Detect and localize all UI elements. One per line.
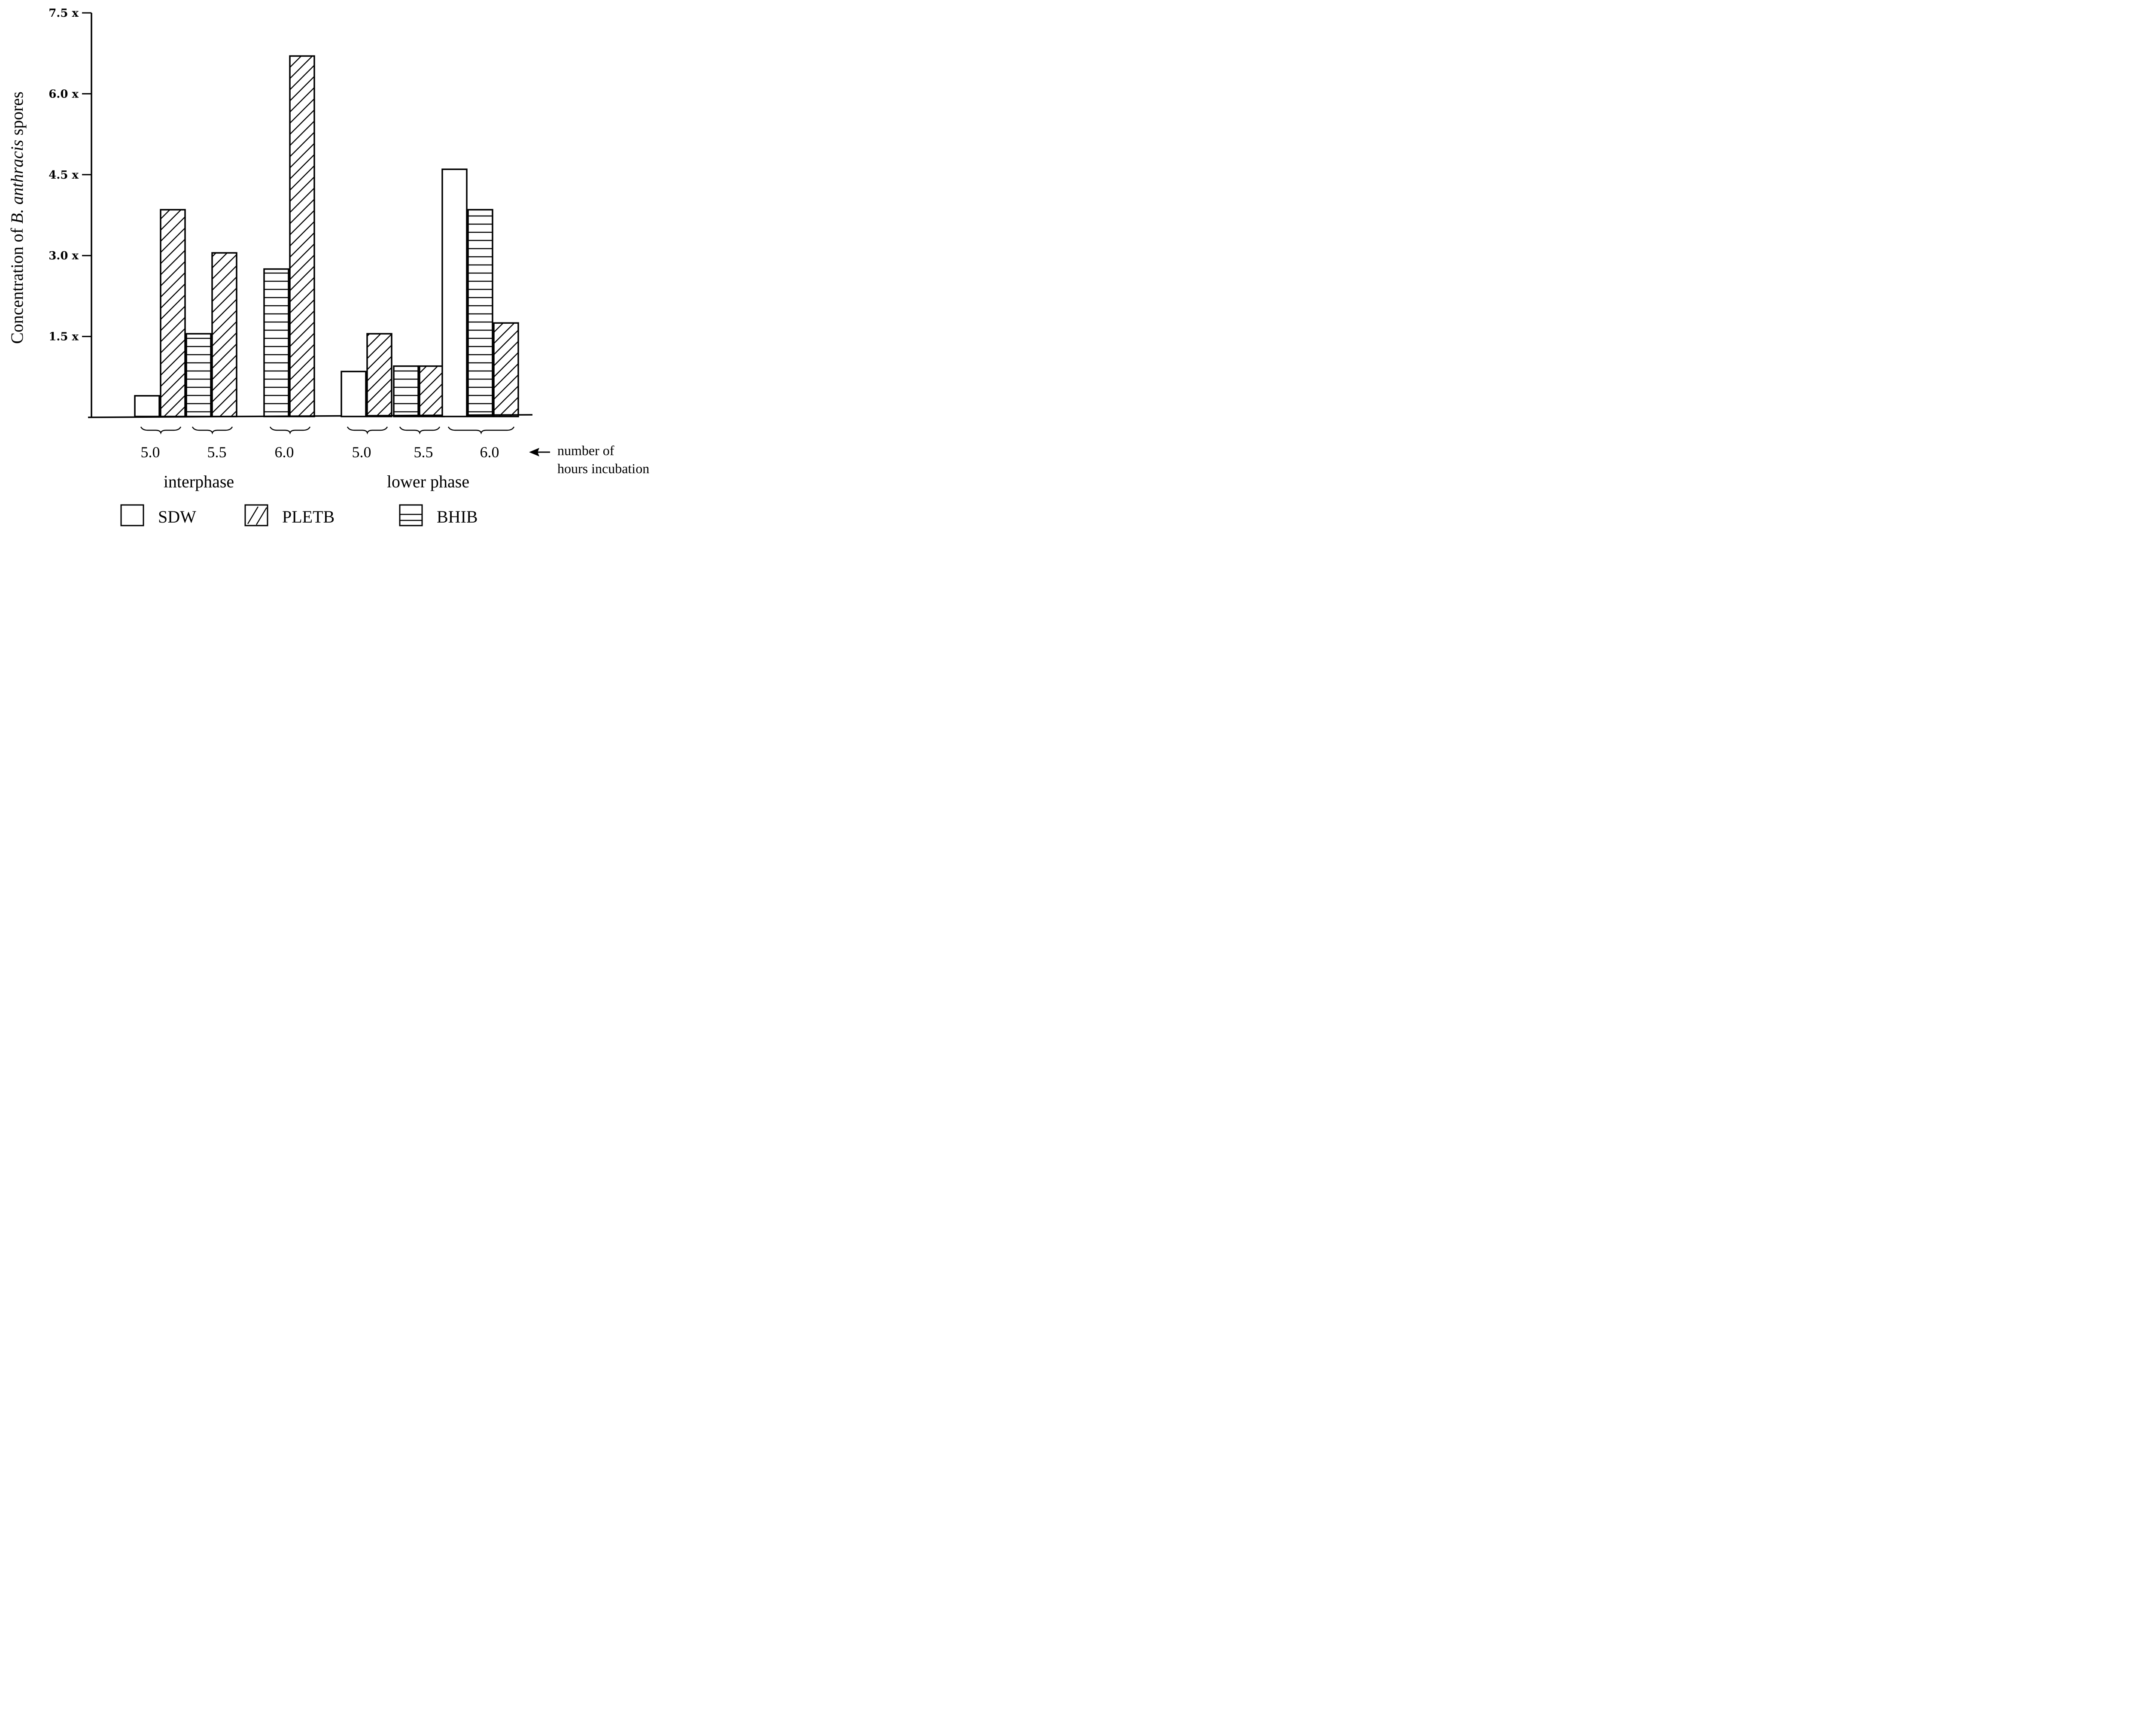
y-tick-label: 1.5 x [49,331,79,344]
y-axis-title-prefix: Concentration of [7,224,27,344]
category-label: 5.0 [141,444,160,461]
arrow-head [529,448,539,456]
legend-swatch-sdw [120,504,144,526]
bar-pletb [289,55,315,417]
legend-label-pletb: PLETB [282,507,335,526]
chart-figure: 1.5 x 3.0 x 4.5 x 6.0 x 7.5 x Concentration … [0,0,673,527]
group-brace [447,426,515,435]
bar-pletb [211,252,237,417]
bar-sdw [134,395,160,417]
legend-hatch [255,507,268,525]
bar-bhib [186,333,212,417]
category-label: 5.0 [352,444,371,461]
legend-label-sdw: SDW [158,507,196,526]
category-label: 5.5 [414,444,433,461]
group-brace [269,426,311,435]
group-brace [399,426,441,435]
legend: SDW PLETB BHIB [120,504,478,526]
bar-pletb [366,333,392,417]
y-axis-title-suffix: spores [7,91,27,140]
x-annotation-line: number of [557,443,614,458]
y-tick-label: 7.5 x [49,7,79,20]
group-brace [140,426,182,435]
bar-bhib [393,365,419,417]
phase-label: interphase [164,472,234,491]
x-annotation-line: hours incubation [557,461,649,476]
group-brace [192,426,233,435]
category-label: 6.0 [480,444,499,461]
bar-sdw [341,371,367,417]
legend-hatch [247,506,259,524]
y-tick-label: 3.0 x [49,249,79,262]
legend-label-bhib: BHIB [437,507,478,526]
bar-sdw [441,168,468,417]
category-label: 6.0 [275,444,294,461]
y-axis-title-italic: B. anthracis [7,140,27,224]
bar-bhib [263,268,289,417]
bar-pletb [419,365,445,417]
bars [134,55,519,417]
bar-chart: 1.5 x 3.0 x 4.5 x 6.0 x 7.5 x Concentration … [7,7,649,526]
y-axis-title: Concentration of B. anthracis spores [7,91,27,344]
bar-pletb [160,209,186,417]
bar-pletb [493,322,519,417]
y-tick-label: 6.0 x [49,88,79,100]
labels: Concentration of B. anthracis spores 5.0 5… [7,91,649,491]
category-label: 5.5 [207,444,227,461]
group-brace [347,426,388,435]
phase-label: lower phase [387,472,469,491]
legend-swatch-bhib [399,504,423,526]
y-tick-label: 4.5 x [49,169,79,182]
bar-bhib [467,209,493,417]
